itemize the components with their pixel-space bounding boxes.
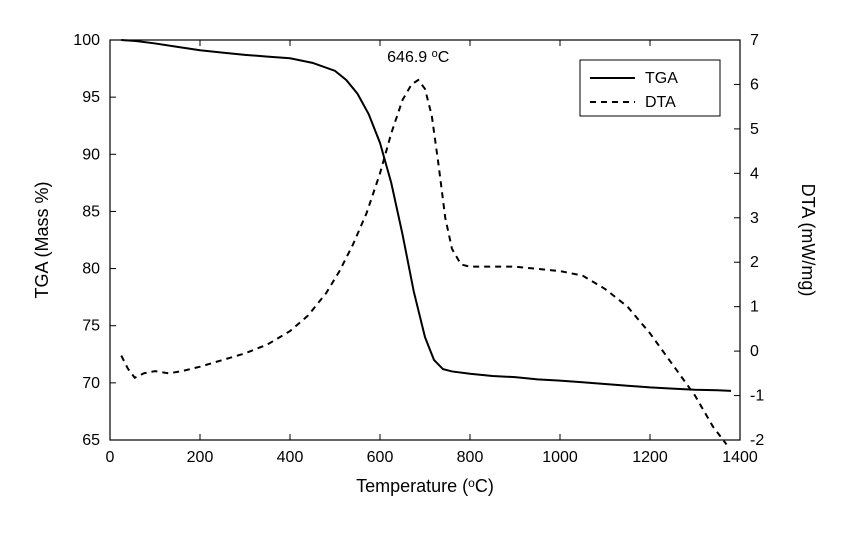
yr-tick-label: 7 <box>750 32 759 49</box>
peak-annotation: 646.9 oC <box>387 48 449 66</box>
dta-line <box>121 80 726 444</box>
yl-tick-label: 65 <box>82 432 100 449</box>
yl-tick-label: 70 <box>82 375 100 392</box>
yl-tick-label: 80 <box>82 261 100 278</box>
y-right-axis-label: DTA (mW/mg) <box>798 184 818 297</box>
yr-tick-label: 0 <box>750 343 759 360</box>
x-tick-label: 200 <box>187 449 214 466</box>
yr-tick-label: 6 <box>750 76 759 93</box>
yl-tick-label: 85 <box>82 203 100 220</box>
yr-tick-label: -2 <box>750 432 764 449</box>
x-tick-label: 800 <box>457 449 484 466</box>
chart-svg: 0200400600800100012001400657075808590951… <box>0 0 850 537</box>
yl-tick-label: 95 <box>82 89 100 106</box>
yr-tick-label: 5 <box>750 121 759 138</box>
yl-tick-label: 75 <box>82 318 100 335</box>
yr-tick-label: -1 <box>750 388 764 405</box>
yr-tick-label: 3 <box>750 210 759 227</box>
yr-tick-label: 1 <box>750 299 759 316</box>
yr-tick-label: 4 <box>750 165 759 182</box>
x-tick-label: 1200 <box>632 449 668 466</box>
x-tick-label: 1400 <box>722 449 758 466</box>
legend-label: TGA <box>645 70 678 87</box>
yr-tick-label: 2 <box>750 254 759 271</box>
legend-label: DTA <box>645 94 676 111</box>
x-tick-label: 0 <box>106 449 115 466</box>
yl-tick-label: 90 <box>82 146 100 163</box>
x-tick-label: 600 <box>367 449 394 466</box>
yl-tick-label: 100 <box>73 32 100 49</box>
x-tick-label: 1000 <box>542 449 578 466</box>
x-axis-label: Temperature (oC) <box>356 476 494 496</box>
y-left-axis-label: TGA (Mass %) <box>32 181 52 298</box>
chart-container: 0200400600800100012001400657075808590951… <box>0 0 850 537</box>
x-tick-label: 400 <box>277 449 304 466</box>
